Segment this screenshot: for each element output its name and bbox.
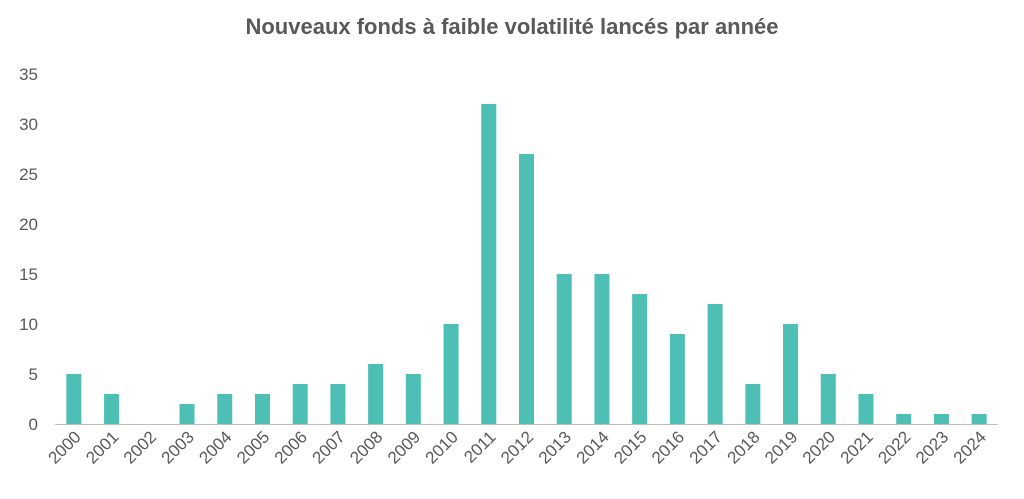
y-tick-label: 30 [19, 115, 38, 134]
x-tick-label: 2008 [346, 427, 386, 467]
bar-2014 [594, 274, 610, 424]
x-tick-label: 2005 [233, 427, 273, 467]
x-tick-label: 2010 [422, 427, 462, 467]
x-tick-label: 2021 [837, 427, 877, 467]
x-tick-label: 2023 [912, 427, 952, 467]
bar-2017 [707, 304, 723, 424]
x-tick-label: 2006 [271, 427, 311, 467]
y-tick-label: 35 [19, 65, 38, 84]
x-tick-label: 2017 [686, 427, 726, 467]
bar-2011 [481, 104, 497, 424]
x-tick-label: 2003 [158, 427, 198, 467]
x-tick-label: 2015 [610, 427, 650, 467]
x-tick-label: 2014 [573, 427, 613, 467]
x-tick-label: 2007 [309, 427, 349, 467]
x-tick-label: 2022 [874, 427, 914, 467]
x-tick-label: 2001 [82, 427, 122, 467]
y-tick-label: 0 [29, 415, 38, 434]
bar-2022 [896, 414, 912, 424]
bar-2023 [933, 414, 949, 424]
x-tick-label: 2004 [195, 427, 235, 467]
y-axis-labels: 0 5 10 15 20 25 30 35 [19, 65, 38, 434]
bar-2007 [330, 384, 346, 424]
y-tick-label: 10 [19, 315, 38, 334]
y-tick-label: 25 [19, 165, 38, 184]
x-tick-label: 2012 [497, 427, 537, 467]
bar-2016 [669, 334, 685, 424]
bar-2015 [632, 294, 648, 424]
bar-2013 [556, 274, 572, 424]
chart-title: Nouveaux fonds à faible volatilité lancé… [245, 14, 779, 39]
bar-2018 [745, 384, 761, 424]
bar-2019 [783, 324, 799, 424]
bar-2006 [292, 384, 308, 424]
bars [66, 104, 987, 424]
bar-2001 [104, 394, 120, 424]
x-tick-label: 2019 [761, 427, 801, 467]
bar-2010 [443, 324, 459, 424]
bar-2003 [179, 404, 195, 424]
x-tick-label: 2013 [535, 427, 575, 467]
bar-2005 [254, 394, 270, 424]
x-tick-label: 2020 [799, 427, 839, 467]
bar-2000 [66, 374, 82, 424]
bar-2020 [820, 374, 836, 424]
bar-2012 [519, 154, 534, 424]
x-tick-label: 2000 [45, 427, 85, 467]
x-tick-label: 2009 [384, 427, 424, 467]
x-tick-label: 2011 [460, 427, 499, 466]
y-tick-label: 5 [29, 365, 38, 384]
y-tick-label: 15 [19, 265, 38, 284]
bar-2004 [217, 394, 233, 424]
x-tick-label: 2024 [950, 427, 990, 467]
bar-2008 [368, 364, 384, 424]
bar-2021 [858, 394, 874, 424]
x-axis-labels: 2000200120022003200420052006200720082009… [45, 427, 990, 467]
bar-2009 [405, 374, 421, 424]
y-tick-label: 20 [19, 215, 38, 234]
x-tick-label: 2018 [723, 427, 763, 467]
x-tick-label: 2016 [648, 427, 688, 467]
x-tick-label: 2002 [120, 427, 160, 467]
bar-2024 [971, 414, 987, 424]
